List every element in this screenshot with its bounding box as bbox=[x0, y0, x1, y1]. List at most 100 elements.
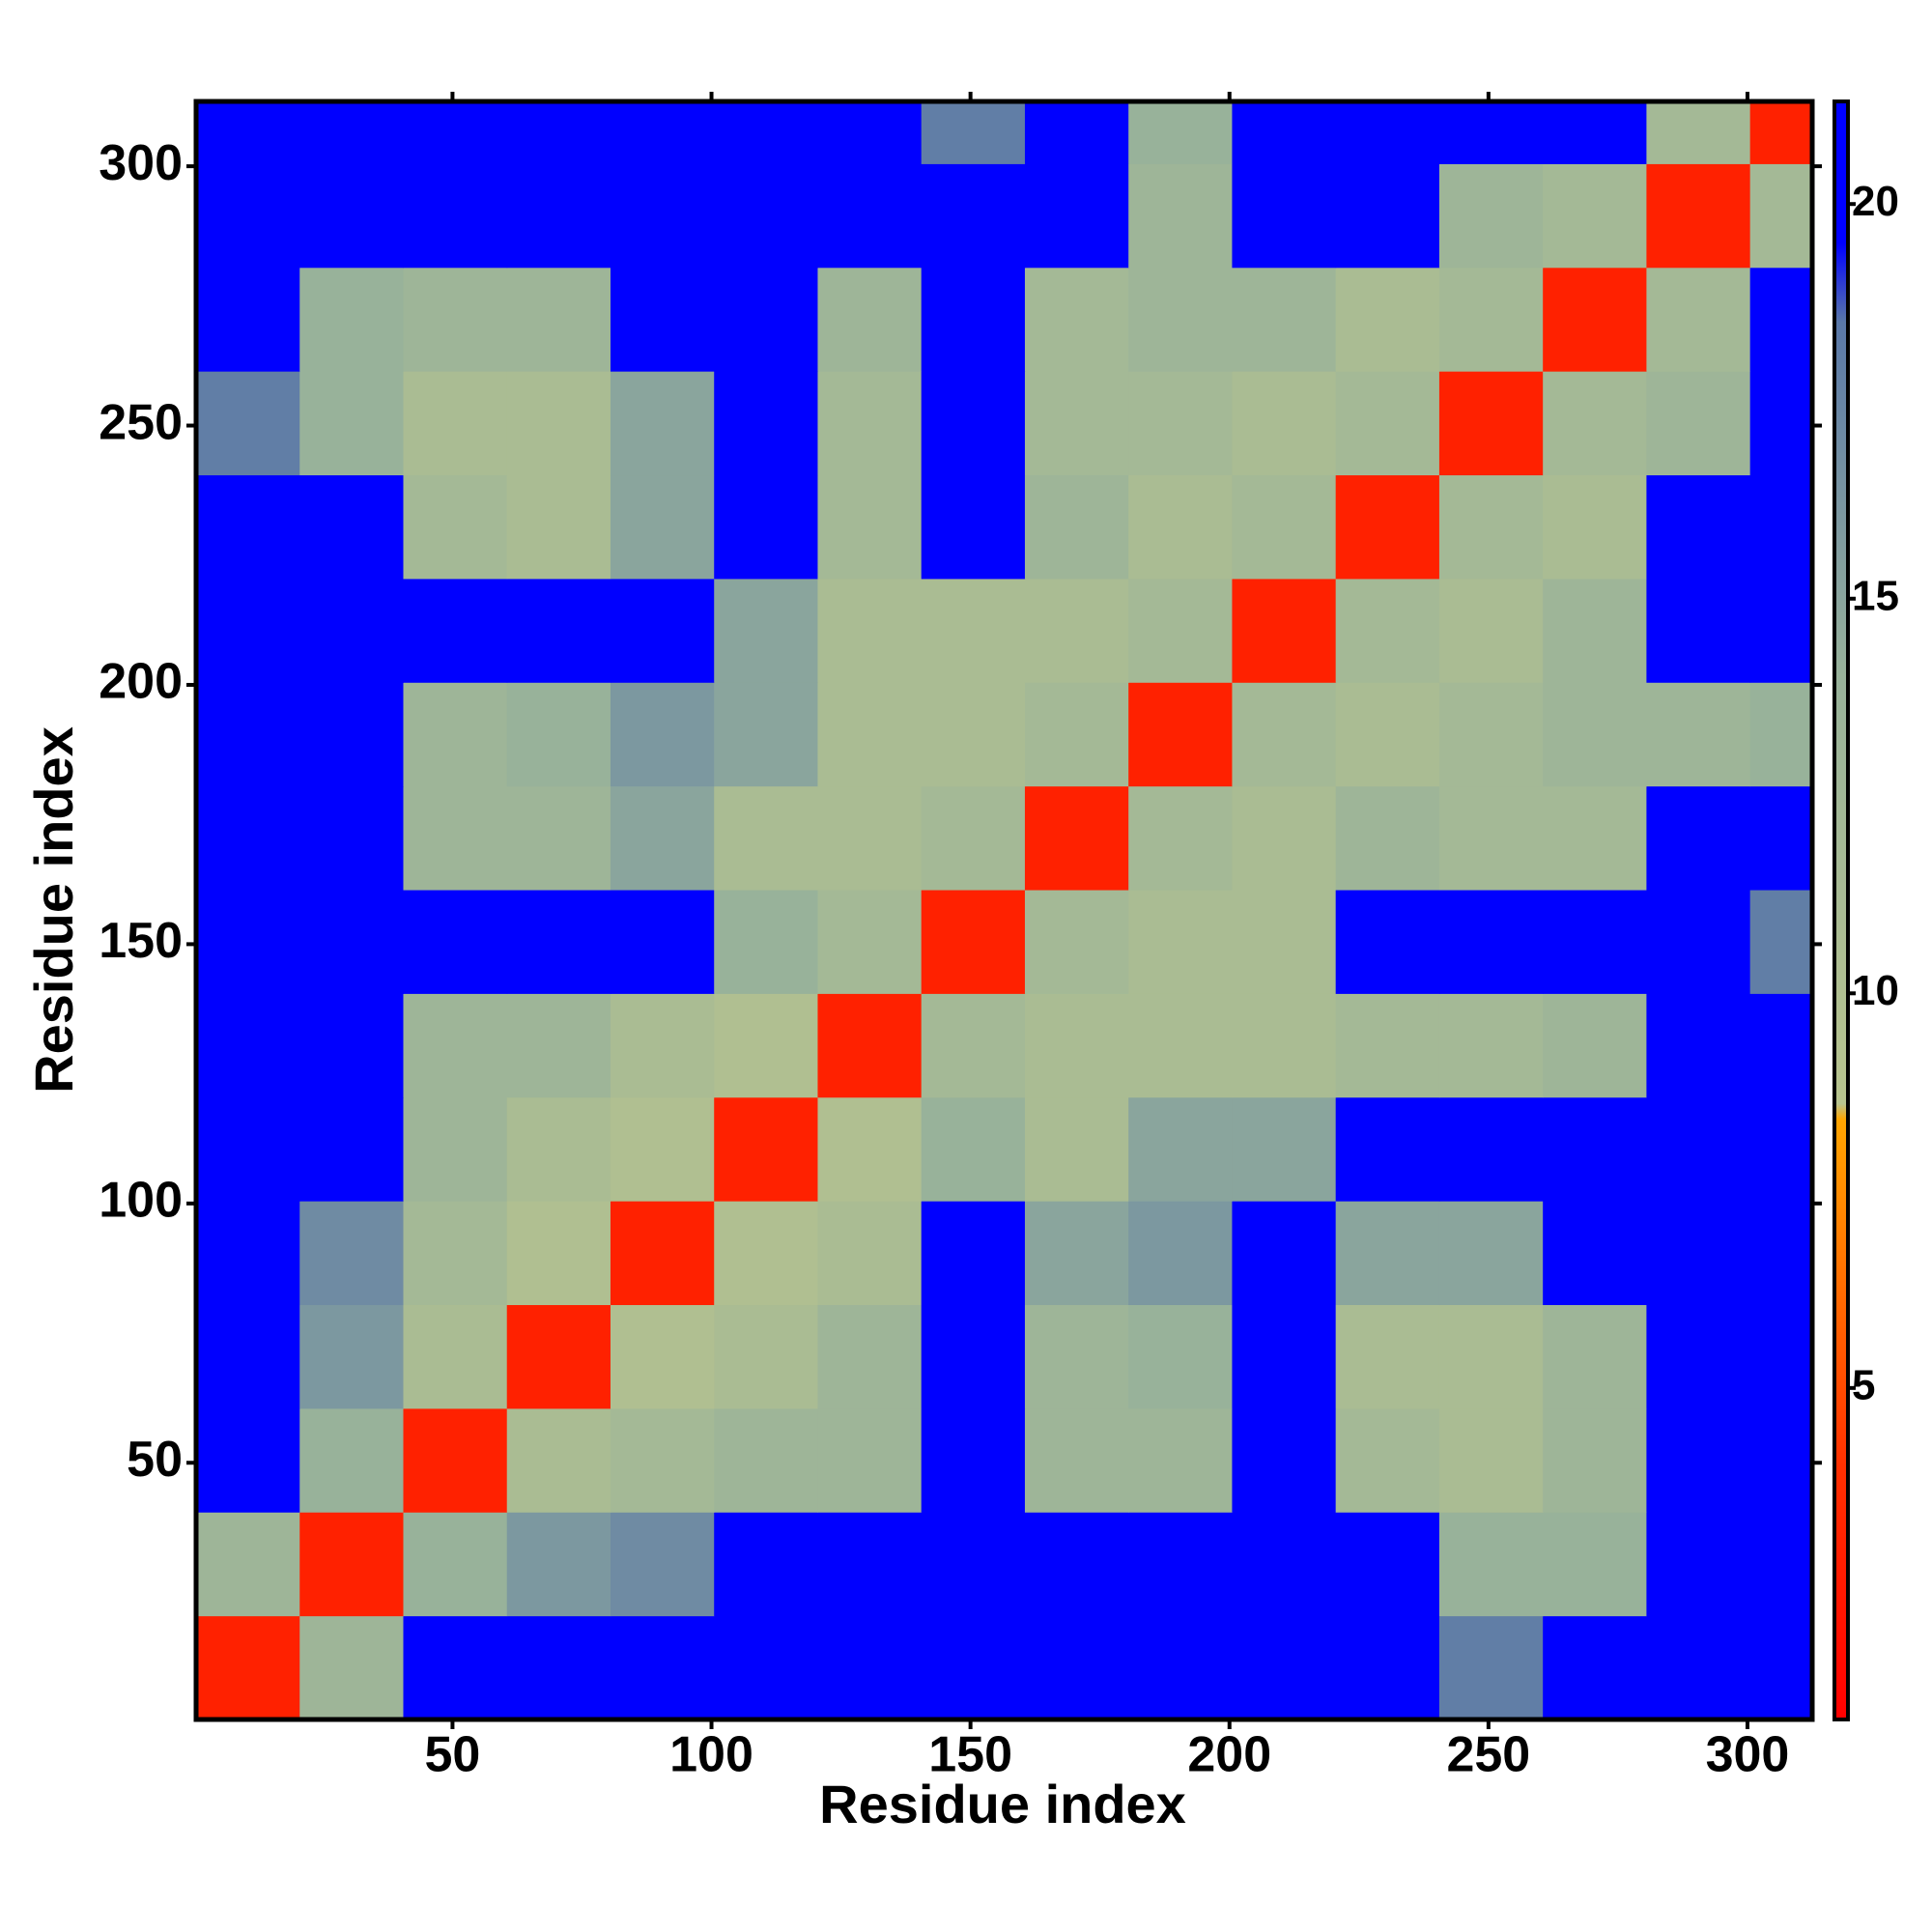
heatmap-cell bbox=[403, 682, 508, 787]
heatmap-cell bbox=[1646, 1304, 1751, 1409]
heatmap-cell bbox=[1024, 890, 1129, 994]
heatmap-cell bbox=[817, 474, 923, 580]
heatmap-cell bbox=[610, 890, 715, 994]
heatmap-cell bbox=[1646, 101, 1751, 164]
y-tick-label: 100 bbox=[99, 1173, 183, 1229]
heatmap-cell bbox=[817, 1512, 923, 1617]
heatmap-cell bbox=[403, 371, 508, 476]
heatmap-cell bbox=[1335, 682, 1440, 787]
heatmap-cell bbox=[299, 1096, 404, 1202]
heatmap-cell bbox=[1128, 578, 1233, 683]
heatmap-cell bbox=[403, 1201, 508, 1306]
heatmap-cell bbox=[1438, 682, 1544, 787]
heatmap-cell bbox=[1438, 1615, 1544, 1720]
y-tick-label: 150 bbox=[99, 913, 183, 969]
heatmap-cell bbox=[714, 1512, 818, 1617]
heatmap-cell bbox=[403, 267, 508, 372]
heatmap-cell bbox=[1543, 1201, 1647, 1306]
heatmap-cell bbox=[714, 474, 818, 580]
heatmap-cell bbox=[610, 1096, 715, 1202]
heatmap-cell bbox=[921, 890, 1026, 994]
heatmap-cell bbox=[1128, 993, 1233, 1098]
heatmap-cell bbox=[1024, 474, 1129, 580]
x-tick-label: 150 bbox=[928, 1727, 1012, 1783]
y-tick-label: 250 bbox=[99, 394, 183, 450]
heatmap-cell bbox=[714, 1615, 818, 1720]
heatmap-cell bbox=[1749, 1512, 1813, 1617]
heatmap-cell bbox=[714, 682, 818, 787]
y-tick-label: 300 bbox=[99, 135, 183, 191]
heatmap-cell bbox=[1438, 163, 1544, 269]
colorbar-tick-label: 15 bbox=[1852, 572, 1899, 619]
heatmap-cell bbox=[506, 682, 611, 787]
heatmap-cell bbox=[299, 578, 404, 683]
x-axis-title: Residue index bbox=[819, 1774, 1186, 1834]
heatmap-cell bbox=[1646, 163, 1751, 269]
heatmap-cell bbox=[1438, 1304, 1544, 1409]
heatmap-cell bbox=[1646, 890, 1751, 994]
heatmap-cell bbox=[610, 1615, 715, 1720]
heatmap-cell bbox=[196, 163, 300, 269]
heatmap-cell bbox=[196, 1512, 300, 1617]
heatmap-cell bbox=[403, 1304, 508, 1409]
heatmap-cell bbox=[506, 993, 611, 1098]
heatmap-cell bbox=[1543, 1096, 1647, 1202]
heatmap-cell bbox=[1646, 785, 1751, 891]
heatmap-cell bbox=[299, 1407, 404, 1513]
heatmap-cell bbox=[403, 1096, 508, 1202]
heatmap-cell bbox=[1335, 474, 1440, 580]
heatmap-cell bbox=[714, 1201, 818, 1306]
heatmap-cell bbox=[817, 1304, 923, 1409]
heatmap-cell bbox=[1438, 578, 1544, 683]
heatmap-cell bbox=[299, 1512, 404, 1617]
colorbar bbox=[1833, 99, 1850, 1721]
heatmap-cell bbox=[1024, 1096, 1129, 1202]
heatmap-cell bbox=[817, 578, 923, 683]
heatmap-cell bbox=[299, 785, 404, 891]
heatmap-cell bbox=[196, 101, 300, 164]
heatmap-cell bbox=[196, 1096, 300, 1202]
heatmap-cell bbox=[403, 474, 508, 580]
heatmap-cell bbox=[1232, 101, 1337, 164]
heatmap-cell bbox=[817, 267, 923, 372]
plot-frame bbox=[193, 99, 1815, 1722]
heatmap-cell bbox=[403, 1407, 508, 1513]
heatmap-cell bbox=[1543, 785, 1647, 891]
heatmap-cell bbox=[196, 1304, 300, 1409]
heatmap-cell bbox=[1749, 1615, 1813, 1720]
colorbar-tick-label: 5 bbox=[1852, 1361, 1875, 1408]
heatmap-cell bbox=[1543, 890, 1647, 994]
heatmap-cell bbox=[921, 371, 1026, 476]
heatmap-cell bbox=[403, 993, 508, 1098]
heatmap-cell bbox=[1646, 1512, 1751, 1617]
heatmap-cell bbox=[506, 1201, 611, 1306]
heatmap-cell bbox=[610, 163, 715, 269]
heatmap-cell bbox=[1543, 1512, 1647, 1617]
heatmap-cell bbox=[1335, 267, 1440, 372]
heatmap-cell bbox=[1335, 101, 1440, 164]
heatmap-cell bbox=[610, 785, 715, 891]
heatmap-cell bbox=[1232, 785, 1337, 891]
heatmap-cell bbox=[1335, 890, 1440, 994]
heatmap-cell bbox=[1335, 993, 1440, 1098]
heatmap-cell bbox=[1024, 785, 1129, 891]
heatmap-cell bbox=[506, 267, 611, 372]
heatmap-cell bbox=[610, 1407, 715, 1513]
heatmap-cell bbox=[1128, 890, 1233, 994]
heatmap-cell bbox=[403, 1615, 508, 1720]
heatmap-cell bbox=[1232, 1615, 1337, 1720]
heatmap-cells bbox=[196, 101, 1813, 1720]
heatmap-cell bbox=[921, 267, 1026, 372]
heatmap-cell bbox=[506, 1304, 611, 1409]
heatmap-cell bbox=[1749, 474, 1813, 580]
heatmap-cell bbox=[921, 474, 1026, 580]
heatmap-cell bbox=[1438, 993, 1544, 1098]
heatmap-cell bbox=[610, 1304, 715, 1409]
heatmap-cell bbox=[714, 101, 818, 164]
heatmap-cell bbox=[196, 1615, 300, 1720]
heatmap-cell bbox=[506, 890, 611, 994]
heatmap-cell bbox=[506, 785, 611, 891]
heatmap-cell bbox=[817, 1096, 923, 1202]
heatmap-cell bbox=[714, 890, 818, 994]
